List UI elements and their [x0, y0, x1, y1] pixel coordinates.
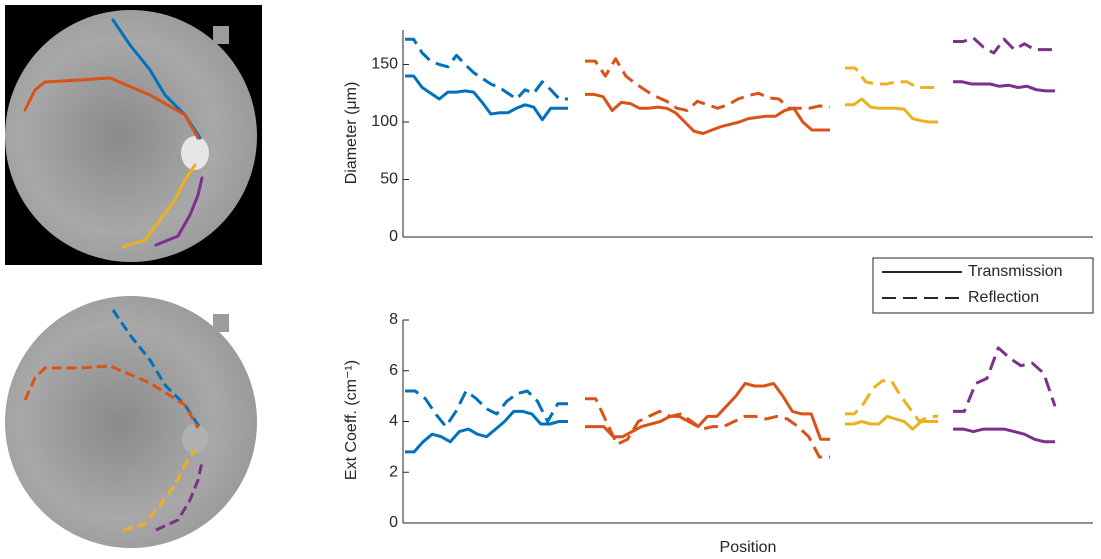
- legend-label: Transmission: [968, 263, 1063, 280]
- data-line: [845, 97, 938, 124]
- x-axis-label: Position: [720, 539, 777, 556]
- y-tick-label: 0: [389, 228, 398, 245]
- data-line: [953, 80, 1055, 93]
- optic-disc: [182, 424, 208, 454]
- y-tick-label: 2: [389, 463, 398, 480]
- vessel-trace: [23, 364, 200, 429]
- retina: [5, 296, 257, 548]
- data-line: [585, 92, 830, 135]
- vessel-trace: [121, 163, 197, 249]
- retina: [5, 10, 257, 262]
- y-tick-label: 0: [389, 514, 398, 531]
- y-tick-label: 4: [389, 413, 398, 430]
- data-line: [405, 389, 568, 429]
- optic-disc: [181, 136, 209, 170]
- vessel-trace: [122, 449, 197, 532]
- data-line: [845, 379, 938, 423]
- image-tab: [213, 26, 229, 44]
- legend-label: Reflection: [968, 289, 1039, 306]
- y-tick-label: 50: [380, 171, 398, 188]
- data-line: [953, 346, 1057, 413]
- vessel-trace: [155, 461, 204, 532]
- data-line: [405, 409, 568, 454]
- data-line: [585, 397, 830, 459]
- vessel-trace: [23, 76, 200, 140]
- data-line: [405, 37, 568, 101]
- y-tick-label: 8: [389, 311, 398, 328]
- vessel-trace: [154, 176, 204, 247]
- data-line: [585, 57, 831, 112]
- data-line: [953, 36, 1055, 55]
- fundus-image-top: [5, 5, 262, 265]
- y-tick-label: 6: [389, 362, 398, 379]
- legend-box: [872, 257, 1094, 314]
- y-tick-label: 150: [371, 56, 398, 73]
- data-line: [845, 66, 938, 89]
- image-tab: [213, 314, 229, 332]
- vessel-trace: [111, 309, 202, 429]
- y-axis-label: Ext Coeff. (cm⁻¹): [343, 360, 360, 480]
- data-line: [585, 381, 830, 441]
- y-tick-label: 100: [371, 113, 398, 130]
- y-axis-label: Diameter (μm): [343, 82, 360, 185]
- data-line: [953, 427, 1055, 444]
- fundus-image-bottom: [5, 293, 262, 550]
- data-line: [405, 74, 568, 122]
